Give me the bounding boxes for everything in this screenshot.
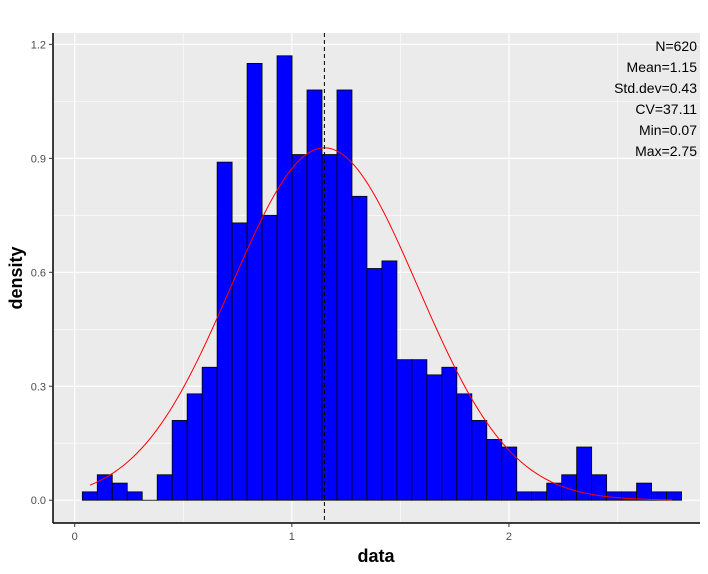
histogram-bar bbox=[156, 474, 173, 501]
histogram-bar bbox=[111, 482, 128, 501]
histogram-bar bbox=[126, 491, 143, 501]
stat-line: Min=0.07 bbox=[639, 122, 697, 138]
y-tick-label: 1.2 bbox=[31, 39, 46, 51]
histogram-bar bbox=[351, 195, 368, 501]
x-tick-label: 0 bbox=[72, 531, 78, 543]
histogram-bar bbox=[306, 89, 323, 501]
stat-line: Std.dev=0.43 bbox=[614, 80, 697, 96]
y-tick-label: 0.0 bbox=[31, 495, 46, 507]
normal-density-curve bbox=[89, 147, 672, 501]
histogram-bar bbox=[81, 491, 98, 501]
histogram-bar bbox=[276, 55, 293, 501]
histogram-bar bbox=[516, 491, 533, 501]
x-axis-ticks: 0 1 2 bbox=[72, 523, 512, 543]
x-axis-title: data bbox=[357, 546, 395, 566]
histogram-bar bbox=[216, 161, 233, 501]
histogram-bar bbox=[291, 154, 308, 501]
histogram-bar bbox=[441, 366, 458, 501]
histogram-bar bbox=[651, 491, 667, 501]
histogram-bar bbox=[261, 214, 278, 501]
y-axis-title: density bbox=[6, 246, 26, 309]
stat-line: Mean=1.15 bbox=[627, 59, 698, 75]
histogram-bar bbox=[396, 359, 413, 501]
stat-line: N=620 bbox=[655, 38, 697, 54]
histogram-bar bbox=[426, 374, 443, 501]
y-tick-label: 0.3 bbox=[31, 381, 46, 393]
histogram-bar bbox=[471, 420, 488, 501]
grid-minor bbox=[53, 33, 700, 523]
histogram-bar bbox=[186, 393, 203, 501]
y-tick-label: 0.6 bbox=[31, 267, 46, 279]
histogram-bar bbox=[171, 420, 188, 501]
histogram-bar bbox=[411, 359, 428, 501]
histogram-bar bbox=[246, 62, 263, 501]
histogram-bar bbox=[201, 366, 218, 501]
histogram-bar bbox=[591, 474, 608, 501]
histogram-bar bbox=[531, 491, 548, 501]
y-tick-label: 0.9 bbox=[31, 153, 46, 165]
histogram-bar bbox=[576, 446, 593, 501]
histogram-bars bbox=[81, 55, 682, 501]
histogram-bar bbox=[231, 222, 248, 501]
histogram-bar bbox=[666, 491, 682, 501]
histogram-bar bbox=[636, 482, 652, 501]
stats-annotation: N=620 Mean=1.15 Std.dev=0.43 CV=37.11 Min=0.… bbox=[614, 38, 697, 159]
x-tick-label: 1 bbox=[289, 531, 295, 543]
histogram-bar bbox=[606, 491, 623, 501]
stat-line: CV=37.11 bbox=[635, 101, 697, 117]
histogram-bar bbox=[456, 393, 473, 501]
histogram-bar bbox=[336, 89, 353, 501]
histogram-bar bbox=[366, 268, 383, 501]
histogram-bar bbox=[381, 260, 398, 501]
stat-line: Max=2.75 bbox=[635, 143, 697, 159]
histogram-bar bbox=[486, 439, 503, 501]
histogram-bar bbox=[501, 446, 518, 501]
y-axis-ticks: 0.0 0.3 0.6 0.9 1.2 bbox=[31, 39, 53, 507]
x-tick-label: 2 bbox=[506, 531, 512, 543]
